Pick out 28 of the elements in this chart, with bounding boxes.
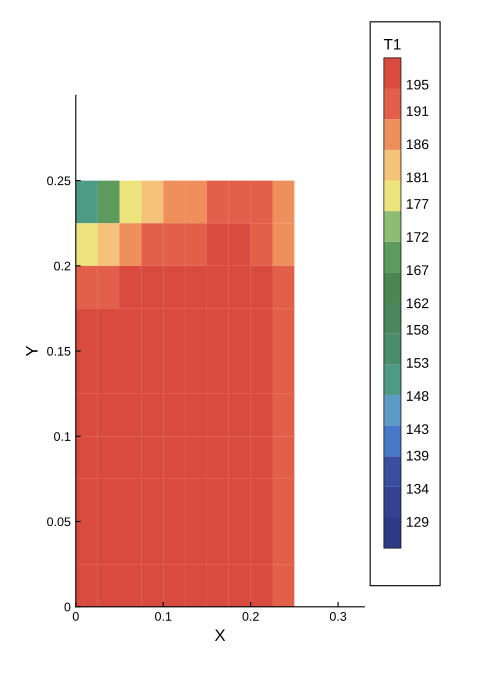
- color-bar-label: 134: [406, 484, 429, 494]
- y-tick-label: 0.25: [47, 176, 70, 186]
- y-tick-label: 0: [64, 602, 70, 612]
- color-bar-label: 186: [406, 139, 428, 150]
- x-tick-label: 0.3: [330, 612, 346, 621]
- color-bar-label: 177: [406, 199, 428, 209]
- color-bar-label: 162: [406, 298, 428, 308]
- color-bar-label: 139: [406, 450, 428, 461]
- x-tick-label: 0: [72, 612, 79, 621]
- color-bar-label: 143: [406, 424, 428, 434]
- y-axis-title: Y: [26, 346, 38, 356]
- y-tick-label: 0.15: [47, 346, 70, 356]
- color-bar-label: 191: [406, 106, 428, 116]
- color-bar-label: 148: [406, 391, 428, 401]
- color-bar-label: 129: [406, 517, 428, 527]
- color-bar-label: 172: [406, 232, 428, 242]
- y-tick-label: 0.05: [47, 517, 70, 526]
- color-bar-label: 181: [406, 172, 428, 182]
- y-tick-label: 0.1: [54, 432, 70, 441]
- x-axis-title: X: [214, 629, 226, 641]
- color-bar-label: 195: [406, 80, 428, 90]
- x-tick-label: 0.2: [242, 612, 259, 621]
- x-tick-label: 0.1: [155, 612, 172, 621]
- color-bar-label: 167: [406, 265, 428, 276]
- y-tick-label: 0.2: [54, 262, 70, 270]
- color-bar-title: T1: [384, 39, 401, 50]
- color-bar-label: 153: [406, 358, 428, 368]
- color-bar-label: 158: [406, 324, 428, 335]
